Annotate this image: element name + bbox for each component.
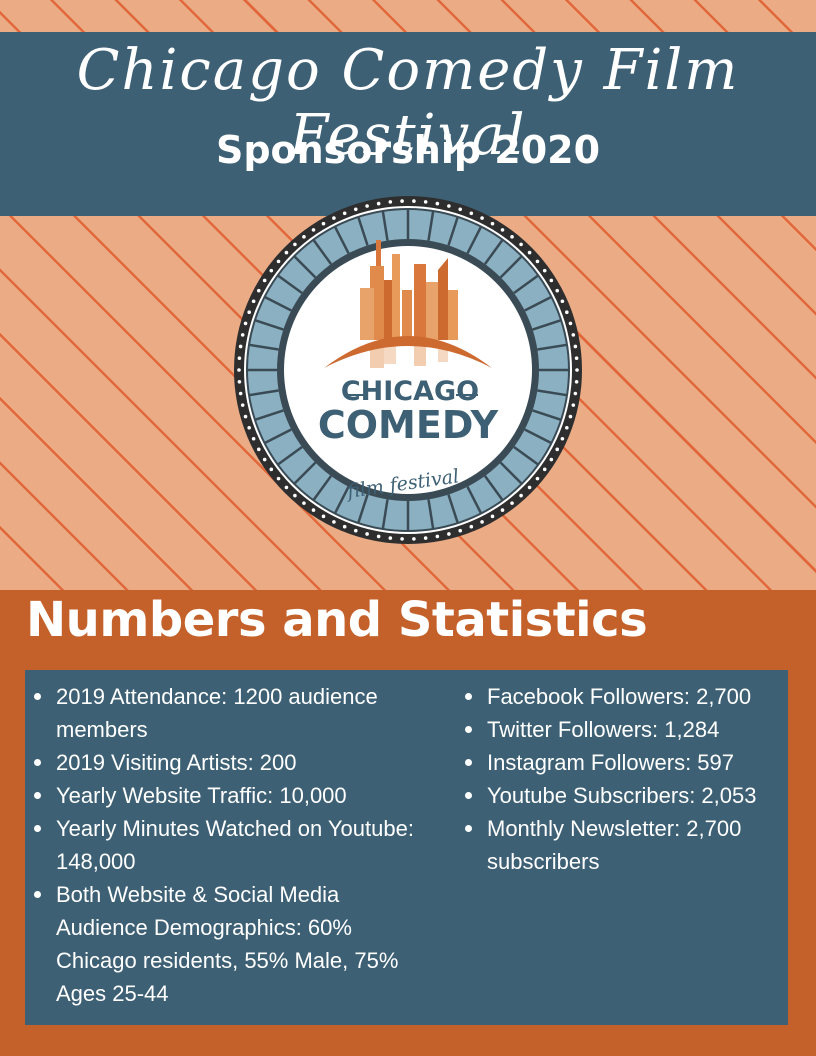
stat-item: Instagram Followers: 597 [465, 746, 787, 779]
festival-logo: CHICAGO COMEDY film festival [234, 196, 582, 544]
logo-inner-circle [284, 246, 532, 494]
stats-list-right: Facebook Followers: 2,700 Twitter Follow… [465, 680, 787, 878]
stat-item: Yearly Minutes Watched on Youtube: 148,0… [34, 812, 426, 878]
stat-item: Both Website & Social Media Audience Dem… [34, 878, 426, 1010]
stat-item: Twitter Followers: 1,284 [465, 713, 787, 746]
logo-rule-left [344, 394, 366, 396]
stat-item: 2019 Visiting Artists: 200 [34, 746, 426, 779]
stat-item: Facebook Followers: 2,700 [465, 680, 787, 713]
skyline-arc [324, 336, 492, 368]
logo-comedy-text: COMEDY [318, 403, 499, 447]
stat-item: Youtube Subscribers: 2,053 [465, 779, 787, 812]
stat-item: Monthly Newsletter: 2,700 subscribers [465, 812, 787, 878]
header-band [0, 32, 816, 216]
logo-rule-right [456, 394, 478, 396]
logo-chicago-text: CHICAGO [341, 376, 479, 407]
skyline-icon [360, 240, 458, 368]
stat-item: Yearly Website Traffic: 10,000 [34, 779, 426, 812]
festival-title: Chicago Comedy Film Festival [76, 38, 740, 168]
stats-list-left: 2019 Attendance: 1200 audience members 2… [34, 680, 426, 1010]
stat-item: 2019 Attendance: 1200 audience members [34, 680, 426, 746]
statistics-heading: Numbers and Statistics [26, 592, 648, 648]
sponsorship-subtitle: Sponsorship 2020 [215, 128, 601, 172]
statistics-panel [25, 670, 788, 1025]
